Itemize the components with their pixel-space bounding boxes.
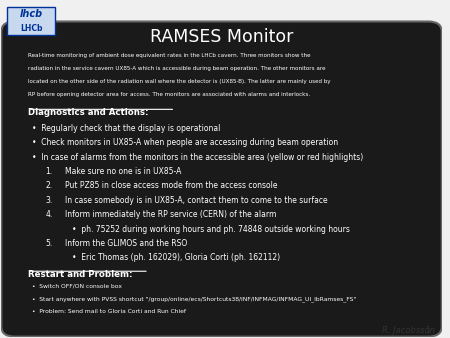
Text: 2.: 2. [45, 182, 53, 190]
Text: •  Problem: Send mail to Gloria Corti and Run Chief: • Problem: Send mail to Gloria Corti and… [32, 310, 186, 314]
Text: LHCb: LHCb [20, 24, 43, 33]
Text: •  Regularly check that the display is operational: • Regularly check that the display is op… [32, 124, 220, 133]
Text: Diagnostics and Actions:: Diagnostics and Actions: [28, 108, 148, 117]
Text: Restart and Problem:: Restart and Problem: [28, 270, 132, 279]
Text: Put PZ85 in close access mode from the access console: Put PZ85 in close access mode from the a… [65, 182, 278, 190]
Text: •  In case of alarms from the monitors in the accessible area (yellow or red hig: • In case of alarms from the monitors in… [32, 152, 364, 162]
Text: •  Switch OFF/ON console box: • Switch OFF/ON console box [32, 284, 122, 289]
Text: radiation in the service cavern UX85-A which is accessible during beam operation: radiation in the service cavern UX85-A w… [28, 66, 325, 71]
Text: located on the other side of the radiation wall where the detector is (UX85-B). : located on the other side of the radiati… [28, 79, 330, 84]
Text: 3.: 3. [45, 196, 53, 205]
Text: RAMSES Monitor: RAMSES Monitor [150, 28, 293, 46]
Text: R. Jacobsson: R. Jacobsson [382, 326, 435, 335]
Text: Inform immediately the RP service (CERN) of the alarm: Inform immediately the RP service (CERN)… [65, 210, 277, 219]
Text: In case somebody is in UX85-A, contact them to come to the surface: In case somebody is in UX85-A, contact t… [65, 196, 328, 205]
Text: Make sure no one is in UX85-A: Make sure no one is in UX85-A [65, 167, 182, 176]
Text: lhcb: lhcb [20, 9, 43, 19]
Text: 1.: 1. [45, 167, 53, 176]
Text: 5.: 5. [45, 239, 53, 248]
Text: Inform the GLIMOS and the RSO: Inform the GLIMOS and the RSO [65, 239, 188, 248]
Text: 4.: 4. [45, 210, 53, 219]
FancyBboxPatch shape [1, 22, 442, 337]
Text: •  Start anywhere with PVSS shortcut "/group/online/ecs/Shortcuts38/INF/INFMAG/I: • Start anywhere with PVSS shortcut "/gr… [32, 297, 356, 303]
Text: 1: 1 [425, 326, 431, 335]
FancyBboxPatch shape [7, 7, 55, 35]
Text: RP before opening detector area for access. The monitors are associated with ala: RP before opening detector area for acce… [28, 92, 310, 97]
Text: •  ph. 75252 during working hours and ph. 74848 outside working hours: • ph. 75252 during working hours and ph.… [72, 225, 350, 234]
Text: •  Eric Thomas (ph. 162029), Gloria Corti (ph. 162112): • Eric Thomas (ph. 162029), Gloria Corti… [72, 254, 280, 263]
Text: •  Check monitors in UX85-A when people are accessing during beam operation: • Check monitors in UX85-A when people a… [32, 138, 338, 147]
Text: Real-time monitoring of ambient dose equivalent rates in the LHCb cavern. Three : Real-time monitoring of ambient dose equ… [28, 53, 310, 58]
